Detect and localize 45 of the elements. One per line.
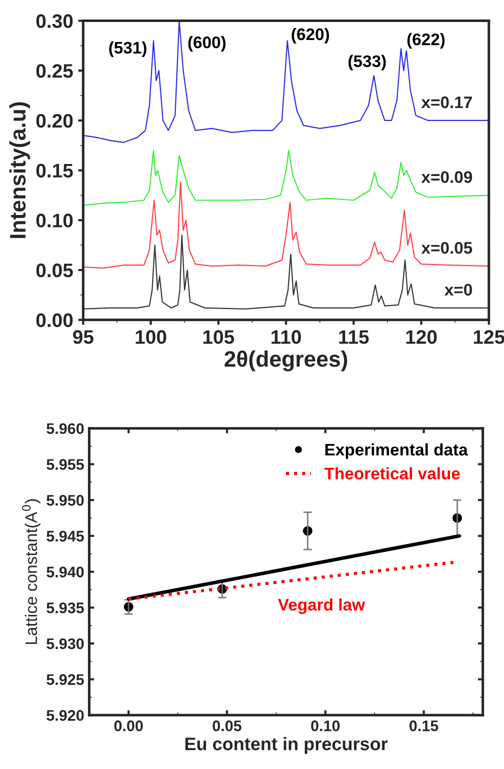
- y-tick-label: 5.950: [46, 494, 84, 506]
- y-tick-label: 5.920: [46, 710, 84, 721]
- x-tick-label: 120: [406, 330, 437, 344]
- y-tick-label: 5.940: [46, 566, 84, 578]
- x-axis-title: Eu content in precursor: [185, 737, 388, 754]
- x-tick-label: 95: [73, 330, 94, 344]
- annotation: (533): [348, 54, 386, 70]
- y-tick-label: 0.00: [36, 313, 73, 328]
- annotation: (600): [188, 36, 226, 52]
- y-tick-label: 5.925: [46, 674, 84, 685]
- annotation: Vegard law: [278, 598, 366, 614]
- y-tick-label: 0.15: [36, 164, 73, 178]
- line-series: [83, 150, 489, 206]
- y-tick-label: 5.935: [46, 602, 84, 614]
- x-tick-label: 0.10: [311, 720, 340, 732]
- series-label: x=0.09: [421, 171, 472, 183]
- annotation: (531): [109, 41, 146, 57]
- legend-label: Experimental data: [325, 443, 468, 459]
- y-tick-label: 5.945: [46, 530, 84, 542]
- y-tick-label: 0.05: [36, 264, 73, 278]
- line-series: [83, 182, 489, 269]
- y-tick-label: 5.930: [46, 638, 84, 650]
- y-tick-label: 0.20: [36, 114, 73, 128]
- x-tick-label: 100: [136, 330, 166, 344]
- y-axis-title: Intensity(a.u): [9, 102, 30, 238]
- series-label: x=0.17: [421, 96, 472, 108]
- x-axis-title: 2θ(degrees): [224, 350, 348, 372]
- x-tick-label: 0.05: [212, 720, 242, 732]
- y-axis-title: Lattice constant(A$^{0}$): [22, 499, 40, 644]
- annotation: (620): [292, 28, 329, 44]
- x-tick-label: 0.15: [410, 720, 438, 732]
- x-tick-label: 0.00: [114, 720, 143, 732]
- legend-label: Theoretical value: [324, 467, 460, 480]
- annotation: (622): [407, 33, 445, 49]
- x-tick-label: 110: [272, 330, 301, 344]
- series-label: x=0.05: [421, 242, 472, 254]
- y-tick-label: 0.25: [36, 64, 73, 78]
- y-tick-label: 5.960: [46, 423, 84, 434]
- x-tick-label: 105: [203, 330, 234, 344]
- y-tick-label: 5.955: [46, 459, 84, 470]
- line-series: [83, 234, 489, 310]
- y-tick-label: 0.10: [36, 214, 73, 228]
- series-label: x=0: [444, 284, 472, 296]
- x-tick-label: 115: [339, 330, 369, 344]
- y-tick-label: 0.30: [36, 14, 73, 28]
